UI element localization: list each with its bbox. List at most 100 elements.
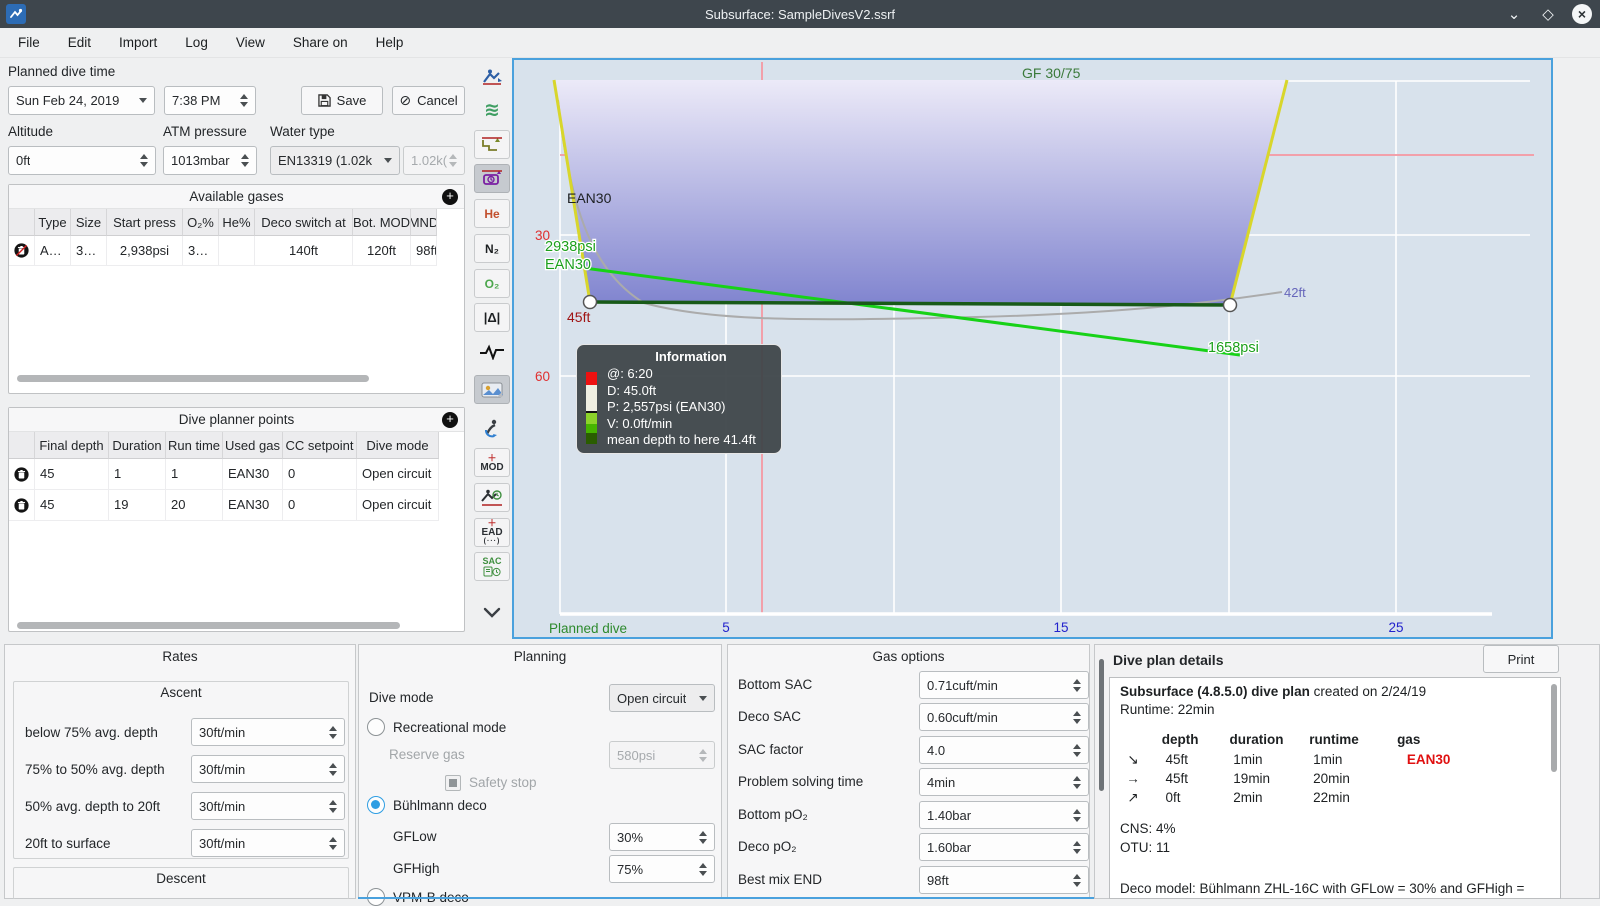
- profile-info-tooltip[interactable]: Information @: 6:20 D: 45.0ft P: 2,557ps…: [576, 344, 782, 454]
- best-mix-end-spinner[interactable]: 98ft: [919, 866, 1089, 894]
- bottom-sac-spinner[interactable]: 0.71cuft/min: [919, 671, 1089, 699]
- spinner-arrows-icon[interactable]: [241, 154, 249, 167]
- point-cell-final-depth[interactable]: 45: [35, 459, 109, 490]
- problem-solving-time-spinner[interactable]: 4min: [919, 768, 1089, 796]
- gas-col-o2[interactable]: O₂%: [183, 209, 219, 236]
- spinner-arrows-icon[interactable]: [1073, 840, 1081, 854]
- ascent-rate-spinner[interactable]: 30ft/min: [191, 792, 345, 820]
- gases-horizontal-scrollbar[interactable]: [17, 375, 369, 382]
- gfhigh-spinner[interactable]: 75%: [609, 855, 715, 883]
- gas-cell-start-press[interactable]: 2,938psi: [107, 236, 183, 266]
- point-cell-duration[interactable]: 19: [109, 490, 166, 521]
- gas-cell-type[interactable]: A…: [35, 236, 71, 266]
- menu-share-on[interactable]: Share on: [292, 35, 348, 50]
- dive-profile-chart-panel[interactable]: GF 30/75 30 60 5 15 25 EAN30 2938psi EAN…: [512, 58, 1553, 639]
- spinner-arrows-icon[interactable]: [1073, 808, 1081, 822]
- remove-point-button[interactable]: [9, 490, 35, 521]
- toolbar-scroll-down-button[interactable]: [474, 598, 510, 627]
- point-cell-dive-mode[interactable]: Open circuit: [357, 490, 439, 521]
- spinner-arrows-icon[interactable]: [329, 836, 337, 850]
- water-type-combobox[interactable]: EN13319 (1.02k: [270, 146, 400, 175]
- spinner-arrows-icon[interactable]: [699, 862, 707, 876]
- close-button[interactable]: ×: [1572, 4, 1592, 24]
- gas-col-type[interactable]: Type: [35, 209, 71, 236]
- spinner-arrows-icon[interactable]: [140, 154, 148, 167]
- menu-import[interactable]: Import: [119, 35, 158, 50]
- dive-time-spinner[interactable]: 7:38 PM: [164, 86, 256, 115]
- menu-file[interactable]: File: [18, 35, 40, 50]
- menu-view[interactable]: View: [235, 35, 265, 50]
- save-button[interactable]: Save: [301, 86, 383, 115]
- toolbar-n2-graph-button[interactable]: N₂: [474, 234, 510, 263]
- gas-cell-he[interactable]: [219, 236, 255, 266]
- gas-cell-o2[interactable]: 3…: [183, 236, 219, 266]
- toolbar-setpoint-button[interactable]: [474, 164, 510, 193]
- maximize-button[interactable]: ◇: [1542, 6, 1554, 23]
- spinner-arrows-icon[interactable]: [1073, 743, 1081, 757]
- point-col-duration[interactable]: Duration: [109, 432, 166, 459]
- buhlmann-deco-radio[interactable]: [367, 796, 385, 814]
- deco-sac-spinner[interactable]: 0.60cuft/min: [919, 703, 1089, 731]
- minimize-button[interactable]: ⌄: [1507, 6, 1521, 23]
- spinner-arrows-icon[interactable]: [240, 94, 248, 107]
- gas-col-he[interactable]: He%: [219, 209, 255, 236]
- toolbar-o2-graph-button[interactable]: O₂: [474, 269, 510, 298]
- toolbar-rescue-button[interactable]: [474, 413, 510, 442]
- point-col-run-time[interactable]: Run time: [166, 432, 223, 459]
- print-button[interactable]: Print: [1483, 645, 1559, 673]
- ascent-rate-spinner[interactable]: 30ft/min: [191, 829, 345, 857]
- toolbar-ruler-button[interactable]: |Δ|: [474, 303, 510, 332]
- deco-po2-spinner[interactable]: 1.60bar: [919, 833, 1089, 861]
- spinner-arrows-icon[interactable]: [1073, 873, 1081, 887]
- altitude-spinner[interactable]: 0ft: [8, 146, 156, 175]
- toolbar-sac-button[interactable]: SAC: [474, 552, 510, 581]
- point-col-used-gas[interactable]: Used gas: [223, 432, 283, 459]
- gas-col-start-press[interactable]: Start press: [107, 209, 183, 236]
- title-bar[interactable]: Subsurface: SampleDivesV2.ssrf ⌄ ◇ ×: [0, 0, 1600, 28]
- add-gas-button[interactable]: +: [442, 189, 458, 205]
- point-cell-run-time[interactable]: 1: [166, 459, 223, 490]
- add-point-button[interactable]: +: [442, 412, 458, 428]
- gas-cell-deco-switch[interactable]: 140ft: [255, 236, 353, 266]
- cancel-button[interactable]: ⊘ Cancel: [392, 86, 465, 115]
- spinner-arrows-icon[interactable]: [1073, 775, 1081, 789]
- point-col-final-depth[interactable]: Final depth: [35, 432, 109, 459]
- gas-col-bot-mod[interactable]: Bot. MOD: [353, 209, 411, 236]
- recreational-mode-radio[interactable]: [367, 718, 385, 736]
- spinner-arrows-icon[interactable]: [699, 830, 707, 844]
- point-col-cc-setpoint[interactable]: CC setpoint: [283, 432, 357, 459]
- details-vertical-scrollbar[interactable]: [1099, 659, 1104, 791]
- toolbar-he-graph-button[interactable]: He: [474, 199, 510, 228]
- toolbar-heartrate-button[interactable]: [474, 337, 510, 366]
- plan-box-scrollbar[interactable]: [1551, 684, 1557, 772]
- gas-cell-size[interactable]: 3…: [71, 236, 107, 266]
- toolbar-water-layers-icon[interactable]: ≋: [484, 100, 500, 121]
- toolbar-mod-button[interactable]: ＋ MOD: [474, 448, 510, 477]
- toolbar-ceiling-button[interactable]: [474, 130, 510, 159]
- gas-cell-mnd[interactable]: 98ft: [411, 236, 437, 266]
- menu-help[interactable]: Help: [375, 35, 404, 50]
- point-cell-dive-mode[interactable]: Open circuit: [357, 459, 439, 490]
- point-cell-cc-setpoint[interactable]: 0: [283, 459, 357, 490]
- gas-col-mnd[interactable]: MND: [411, 209, 437, 236]
- spinner-arrows-icon[interactable]: [329, 725, 337, 739]
- spinner-arrows-icon[interactable]: [329, 799, 337, 813]
- dive-plan-text-box[interactable]: Subsurface (4.8.5.0) dive plan created o…: [1109, 677, 1561, 899]
- point-cell-used-gas[interactable]: EAN30: [223, 459, 283, 490]
- spinner-arrows-icon[interactable]: [1073, 678, 1081, 692]
- points-horizontal-scrollbar[interactable]: [17, 622, 400, 629]
- bottom-po2-spinner[interactable]: 1.40bar: [919, 801, 1089, 829]
- remove-point-button[interactable]: [9, 459, 35, 490]
- dive-mode-combobox[interactable]: Open circuit: [609, 684, 715, 712]
- toolbar-dive-computer-button[interactable]: [474, 62, 510, 91]
- gas-col-deco-switch[interactable]: Deco switch at: [255, 209, 353, 236]
- menu-log[interactable]: Log: [185, 35, 208, 50]
- ascent-rate-spinner[interactable]: 30ft/min: [191, 755, 345, 783]
- gas-cell-bot-mod[interactable]: 120ft: [353, 236, 411, 266]
- dive-date-combobox[interactable]: Sun Feb 24, 2019: [8, 86, 155, 115]
- sac-factor-spinner[interactable]: 4.0: [919, 736, 1089, 764]
- toolbar-ndl-button[interactable]: [474, 483, 510, 512]
- atm-pressure-spinner[interactable]: 1013mbar: [163, 146, 257, 175]
- toolbar-photos-button[interactable]: [474, 375, 510, 404]
- remove-gas-button[interactable]: [9, 236, 35, 266]
